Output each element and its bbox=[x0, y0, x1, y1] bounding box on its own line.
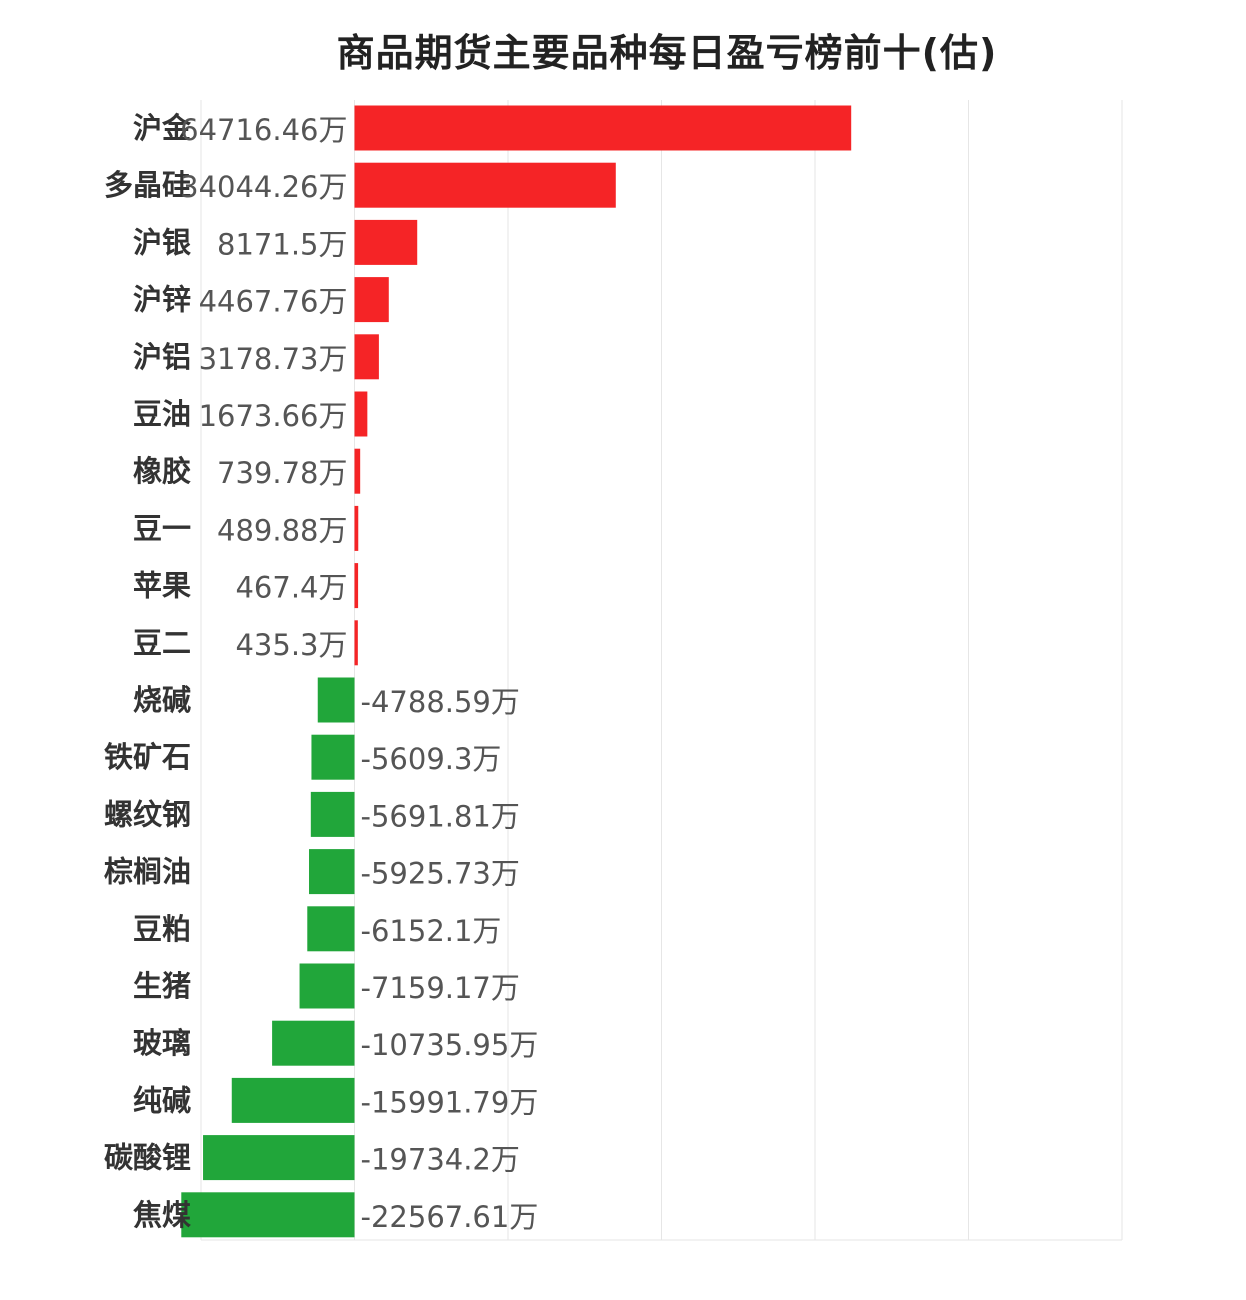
data-label: 8171.5万 bbox=[217, 227, 347, 261]
bar bbox=[203, 1135, 355, 1181]
category-label: 棕榈油 bbox=[104, 855, 191, 889]
bar bbox=[317, 677, 355, 723]
bar bbox=[354, 620, 358, 666]
data-label: -5609.3万 bbox=[361, 742, 502, 776]
category-label: 沪银 bbox=[133, 225, 191, 259]
category-label: 豆粕 bbox=[133, 912, 191, 946]
bar bbox=[354, 162, 616, 208]
category-label: 碳酸锂 bbox=[104, 1141, 191, 1175]
bar bbox=[354, 105, 852, 151]
category-label: 生猪 bbox=[133, 969, 191, 1003]
data-label: -15991.79万 bbox=[361, 1085, 539, 1119]
data-label: 4467.76万 bbox=[199, 285, 348, 319]
category-label: 苹果 bbox=[133, 569, 191, 603]
data-label: -5925.73万 bbox=[361, 857, 520, 891]
category-label: 豆二 bbox=[133, 626, 191, 660]
data-label: 64716.46万 bbox=[180, 113, 347, 147]
data-label: 3178.73万 bbox=[199, 342, 348, 376]
bar bbox=[354, 334, 379, 380]
category-label: 豆油 bbox=[133, 397, 191, 431]
data-label: 739.78万 bbox=[217, 456, 347, 490]
bar bbox=[354, 505, 359, 551]
category-label: 沪锌 bbox=[133, 283, 191, 317]
bar bbox=[354, 391, 368, 437]
data-label: 489.88万 bbox=[217, 513, 347, 547]
bar bbox=[299, 963, 355, 1009]
data-label: -5691.81万 bbox=[361, 799, 520, 833]
category-label: 多晶硅 bbox=[104, 168, 191, 202]
data-label: -4788.59万 bbox=[361, 685, 520, 719]
bar bbox=[310, 791, 355, 837]
bar bbox=[354, 448, 361, 494]
data-label: -7159.17万 bbox=[361, 971, 520, 1005]
data-label: -10735.95万 bbox=[361, 1028, 539, 1062]
bar bbox=[311, 734, 355, 780]
data-label: -22567.61万 bbox=[361, 1200, 539, 1234]
data-label: -19734.2万 bbox=[361, 1143, 520, 1177]
category-label: 烧碱 bbox=[133, 683, 191, 717]
chart-title: 商品期货主要品种每日盈亏榜前十(估) bbox=[336, 31, 998, 75]
data-label: 1673.66万 bbox=[199, 399, 348, 433]
grid-lines bbox=[200, 100, 1123, 1241]
category-label: 豆一 bbox=[133, 511, 191, 545]
bar bbox=[354, 277, 389, 323]
bar bbox=[181, 1192, 355, 1238]
data-label: 467.4万 bbox=[235, 571, 347, 605]
bar bbox=[272, 1020, 355, 1066]
bar bbox=[354, 563, 359, 609]
category-label: 铁矿石 bbox=[104, 740, 191, 774]
data-label: 34044.26万 bbox=[180, 170, 347, 204]
category-label: 纯碱 bbox=[133, 1083, 191, 1117]
category-label: 沪铝 bbox=[133, 340, 191, 374]
bars bbox=[181, 105, 852, 1238]
bar bbox=[231, 1077, 355, 1123]
category-label: 螺纹钢 bbox=[104, 797, 191, 831]
category-label: 玻璃 bbox=[133, 1026, 191, 1060]
category-label: 橡胶 bbox=[133, 454, 191, 488]
bar bbox=[354, 219, 418, 265]
bar bbox=[307, 906, 355, 952]
data-label: -6152.1万 bbox=[361, 914, 502, 948]
data-label: 435.3万 bbox=[235, 628, 347, 662]
bar bbox=[309, 849, 355, 895]
category-label: 沪金 bbox=[133, 111, 192, 145]
category-label: 焦煤 bbox=[133, 1198, 191, 1232]
